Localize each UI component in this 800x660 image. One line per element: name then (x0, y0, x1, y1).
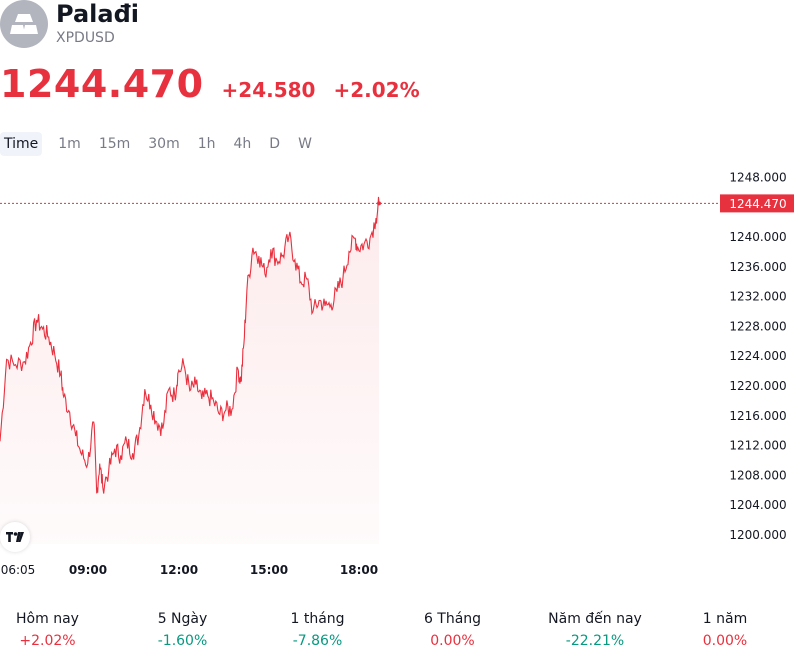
price-row: 1244.470 +24.580 +2.02% (0, 62, 420, 112)
perf-label: 1 năm (702, 611, 748, 627)
perf-item-1-month[interactable]: 1 tháng -7.86% (270, 606, 365, 650)
perf-item-today[interactable]: Hôm nay +2.02% (0, 606, 95, 650)
price-change-percent: +2.02% (333, 78, 420, 102)
y-tick-label: 1224.000 (729, 349, 786, 363)
tab-30m[interactable]: 30m (148, 136, 180, 152)
y-tick-label: 1240.000 (729, 230, 786, 244)
x-tick-label: 12:00 (160, 563, 198, 577)
perf-label: 1 tháng (290, 611, 345, 627)
last-price-label-bg (720, 194, 794, 213)
perf-item-1-year[interactable]: 1 năm 0.00% (650, 606, 800, 650)
timeframe-tabs: Time 1m 15m 30m 1h 4h D W (0, 132, 322, 156)
y-tick-label: 1200.000 (729, 528, 786, 542)
y-tick-label: 1228.000 (729, 319, 786, 333)
tab-time[interactable]: Time (0, 132, 43, 156)
x-tick-label: 15:00 (250, 563, 288, 577)
y-tick-label: 1204.000 (729, 498, 786, 512)
y-tick-label: 1208.000 (729, 468, 786, 482)
last-price-dot (377, 201, 382, 206)
symbol-name: Palađi (56, 0, 139, 28)
perf-item-5-days[interactable]: 5 Ngày -1.60% (95, 606, 270, 650)
price-chart[interactable]: 1244.470 1248.000 1240.000 1236.000 1232.000… (0, 160, 800, 590)
tab-15m[interactable]: 15m (98, 136, 131, 152)
perf-label: 5 Ngày (157, 611, 208, 627)
x-tick-label: 18:00 (340, 563, 378, 577)
perf-value: -1.60% (157, 633, 208, 649)
perf-label: Hôm nay (16, 611, 79, 627)
y-tick-label: 1216.000 (729, 409, 786, 423)
y-tick-label: 1248.000 (729, 171, 786, 185)
perf-value: -22.21% (565, 633, 625, 649)
perf-value: +2.02% (19, 633, 76, 649)
y-tick-label: 1236.000 (729, 260, 786, 274)
tab-1h[interactable]: 1h (197, 136, 216, 152)
price-area-fill (0, 196, 379, 544)
performance-bar: Hôm nay +2.02% 5 Ngày -1.60% 1 tháng -7.… (0, 606, 800, 650)
price-change: +24.580 (221, 78, 316, 102)
symbol-ticker: XPDUSD (56, 30, 115, 46)
tradingview-logo-icon[interactable] (0, 522, 30, 552)
perf-item-ytd[interactable]: Năm đến nay -22.21% (540, 606, 650, 650)
perf-value: 0.00% (430, 633, 475, 649)
y-tick-label: 1212.000 (729, 439, 786, 453)
last-price: 1244.470 (0, 62, 204, 106)
x-tick-label: 06:05 (1, 563, 36, 577)
tab-w[interactable]: W (298, 136, 312, 152)
last-price-axis-label: 1244.470 (729, 197, 786, 211)
perf-value: -7.86% (292, 633, 343, 649)
y-tick-label: 1220.000 (729, 379, 786, 393)
perf-item-6-months[interactable]: 6 Tháng 0.00% (365, 606, 540, 650)
perf-label: Năm đến nay (548, 611, 642, 627)
perf-label: 6 Tháng (423, 611, 482, 627)
tab-4h[interactable]: 4h (233, 136, 252, 152)
tab-d[interactable]: D (269, 136, 281, 152)
tab-1m[interactable]: 1m (58, 136, 81, 152)
perf-value: 0.00% (702, 633, 748, 649)
x-tick-label: 09:00 (69, 563, 107, 577)
palladium-logo-icon (0, 0, 48, 48)
price-line (0, 196, 380, 494)
y-tick-label: 1232.000 (729, 290, 786, 304)
